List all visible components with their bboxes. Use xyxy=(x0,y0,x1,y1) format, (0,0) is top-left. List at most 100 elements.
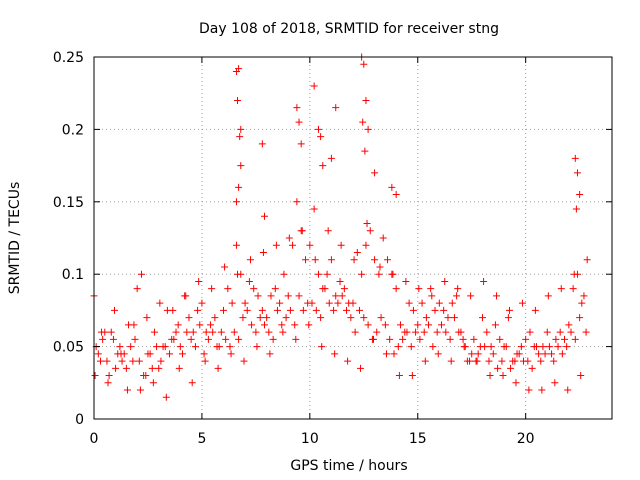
data-points xyxy=(90,53,591,401)
data-point xyxy=(246,256,254,264)
data-point xyxy=(361,147,369,155)
data-point xyxy=(429,343,437,351)
data-point xyxy=(405,299,413,307)
data-point xyxy=(422,314,430,322)
data-point xyxy=(491,321,499,329)
data-point xyxy=(299,306,307,314)
data-point xyxy=(518,299,526,307)
data-point xyxy=(234,96,242,104)
data-point xyxy=(444,314,452,322)
data-point xyxy=(98,328,106,336)
data-point xyxy=(515,350,523,358)
data-point xyxy=(573,169,581,177)
data-point xyxy=(425,321,433,329)
data-point xyxy=(284,292,292,300)
data-point xyxy=(418,299,426,307)
data-point xyxy=(395,372,403,380)
data-point xyxy=(323,270,331,278)
y-tick-label: 0.05 xyxy=(53,340,84,356)
data-point xyxy=(499,372,507,380)
data-point xyxy=(289,241,297,249)
data-point xyxy=(261,321,269,329)
data-point xyxy=(234,270,242,278)
data-point xyxy=(454,285,462,293)
data-point xyxy=(324,227,332,235)
data-point xyxy=(388,183,396,191)
data-point xyxy=(448,299,456,307)
data-point xyxy=(327,256,335,264)
data-point xyxy=(344,357,352,365)
data-point xyxy=(517,343,525,351)
data-point xyxy=(169,306,177,314)
data-point xyxy=(224,285,232,293)
data-point xyxy=(373,328,381,336)
data-point xyxy=(493,292,501,300)
data-point xyxy=(222,335,230,343)
data-point xyxy=(420,328,428,336)
data-point xyxy=(200,350,208,358)
data-point xyxy=(494,364,502,372)
data-point xyxy=(259,248,267,256)
y-tick-label: 0.25 xyxy=(53,50,84,66)
data-point xyxy=(245,277,253,285)
data-point xyxy=(470,335,478,343)
chart-title: Day 108 of 2018, SRMTID for receiver stn… xyxy=(199,21,499,37)
data-point xyxy=(155,364,163,372)
y-tick-label: 0.15 xyxy=(53,195,84,211)
data-point xyxy=(162,393,170,401)
data-point xyxy=(463,357,471,365)
data-point xyxy=(431,306,439,314)
data-point xyxy=(437,321,445,329)
data-point xyxy=(379,234,387,242)
data-point xyxy=(185,314,193,322)
data-point xyxy=(433,328,441,336)
data-point xyxy=(434,350,442,358)
data-point xyxy=(226,343,234,351)
data-point xyxy=(127,343,135,351)
data-point xyxy=(237,162,245,170)
data-point xyxy=(266,350,274,358)
data-point xyxy=(187,335,195,343)
data-point xyxy=(118,357,126,365)
data-point xyxy=(468,350,476,358)
data-point xyxy=(336,277,344,285)
data-point xyxy=(321,285,329,293)
data-point xyxy=(292,335,300,343)
data-point xyxy=(350,256,358,264)
data-point xyxy=(441,277,449,285)
data-point xyxy=(314,125,322,133)
data-point xyxy=(156,299,164,307)
data-point xyxy=(375,270,383,278)
data-point xyxy=(358,270,366,278)
data-point xyxy=(172,328,180,336)
data-point xyxy=(267,292,275,300)
data-point xyxy=(337,241,345,249)
data-point xyxy=(340,285,348,293)
plot-frame xyxy=(93,56,613,420)
data-point xyxy=(407,343,415,351)
data-point xyxy=(558,350,566,358)
data-point xyxy=(578,299,586,307)
data-point xyxy=(122,364,130,372)
data-point xyxy=(279,328,287,336)
data-point xyxy=(480,277,488,285)
data-point xyxy=(412,328,420,336)
data-point xyxy=(235,65,243,73)
data-point xyxy=(360,314,368,322)
data-point xyxy=(111,306,119,314)
data-point xyxy=(230,328,238,336)
data-point xyxy=(421,357,429,365)
data-point xyxy=(221,263,229,271)
data-point xyxy=(161,343,169,351)
data-point xyxy=(207,321,215,329)
data-point xyxy=(140,372,148,380)
data-point xyxy=(545,343,553,351)
data-point xyxy=(258,140,266,148)
data-point xyxy=(103,357,111,365)
data-point xyxy=(447,357,455,365)
data-point xyxy=(314,270,322,278)
data-point xyxy=(253,343,261,351)
data-point xyxy=(319,162,327,170)
data-point xyxy=(371,256,379,264)
